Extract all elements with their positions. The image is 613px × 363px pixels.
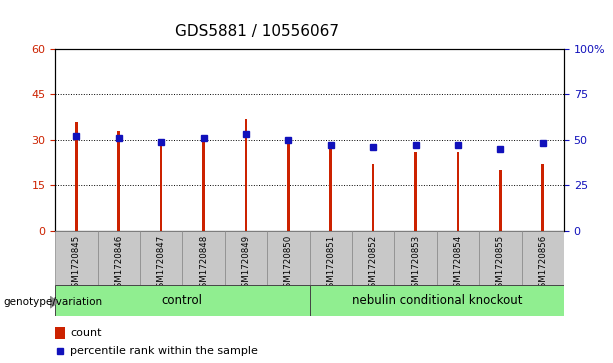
Bar	[372, 164, 375, 231]
Bar	[225, 231, 267, 285]
Text: percentile rank within the sample: percentile rank within the sample	[70, 346, 258, 356]
Bar	[55, 285, 310, 316]
Bar	[160, 143, 162, 231]
Bar	[287, 140, 289, 231]
Bar	[55, 327, 66, 339]
Text: GSM1720851: GSM1720851	[326, 235, 335, 293]
Bar	[352, 231, 394, 285]
Text: GSM1720854: GSM1720854	[454, 235, 462, 293]
Text: GSM1720849: GSM1720849	[242, 235, 251, 293]
Bar	[394, 231, 436, 285]
Bar	[414, 152, 417, 231]
Bar	[310, 285, 564, 316]
Text: GSM1720855: GSM1720855	[496, 235, 505, 293]
Bar	[140, 231, 182, 285]
Text: GSM1720848: GSM1720848	[199, 235, 208, 293]
Text: GSM1720850: GSM1720850	[284, 235, 293, 293]
Text: GSM1720853: GSM1720853	[411, 235, 420, 293]
Text: count: count	[70, 328, 102, 338]
Text: GSM1720846: GSM1720846	[114, 235, 123, 293]
Bar	[202, 140, 205, 231]
Bar	[479, 231, 522, 285]
Bar	[118, 131, 120, 231]
Text: GDS5881 / 10556067: GDS5881 / 10556067	[175, 24, 340, 38]
Polygon shape	[50, 297, 58, 308]
Text: GSM1720845: GSM1720845	[72, 235, 81, 293]
Bar	[182, 231, 225, 285]
Text: control: control	[162, 294, 203, 307]
Bar	[330, 149, 332, 231]
Bar	[75, 122, 78, 231]
Text: GSM1720852: GSM1720852	[368, 235, 378, 293]
Bar	[245, 119, 247, 231]
Bar	[97, 231, 140, 285]
Bar	[522, 231, 564, 285]
Bar	[499, 170, 501, 231]
Text: genotype/variation: genotype/variation	[3, 297, 102, 307]
Text: nebulin conditional knockout: nebulin conditional knockout	[351, 294, 522, 307]
Bar	[457, 152, 459, 231]
Text: GSM1720856: GSM1720856	[538, 235, 547, 293]
Bar	[55, 231, 97, 285]
Bar	[541, 164, 544, 231]
Text: GSM1720847: GSM1720847	[157, 235, 166, 293]
Bar	[310, 231, 352, 285]
Bar	[436, 231, 479, 285]
Bar	[267, 231, 310, 285]
